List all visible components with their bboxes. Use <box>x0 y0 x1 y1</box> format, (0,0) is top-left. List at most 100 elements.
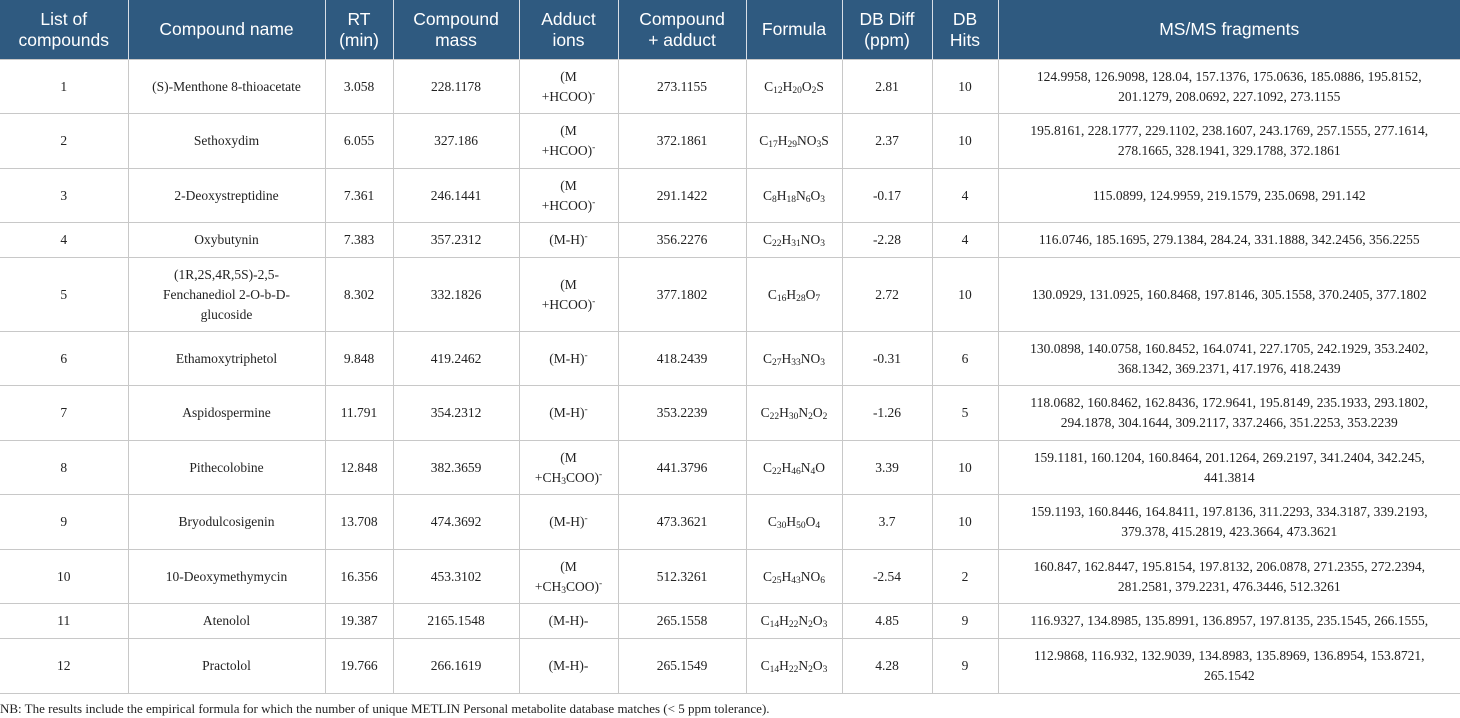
retention-time: 7.383 <box>324 222 394 258</box>
db-diff: -2.28 <box>841 222 933 258</box>
header-db-hits: DB Hits <box>932 0 999 60</box>
compound-plus-adduct: 418.2439 <box>617 331 747 386</box>
db-hits: 10 <box>931 440 999 495</box>
formula: C22H31NO3 <box>745 222 843 258</box>
formula-text: C16H28O7 <box>767 286 821 304</box>
compound-plus-adduct: 441.3796 <box>617 440 747 495</box>
table-row: 8 Pithecolobine 12.848 382.3659 (M +CH3COO)- 4… <box>0 440 1460 495</box>
adduct-ion: (M-H)- <box>518 603 619 639</box>
msms-fragments: 115.0899, 124.9959, 219.1579, 235.0698, … <box>997 168 1460 223</box>
compound-mass: 327.186 <box>392 113 520 169</box>
table-row: 11 Atenolol 19.387 2165.1548 (M-H)- 265.1558 C… <box>0 603 1460 639</box>
table-row: 1 (S)-Menthone 8-thioacetate 3.058 228.1178… <box>0 59 1460 114</box>
compound-number: 11 <box>0 603 129 639</box>
db-diff: 2.37 <box>841 113 933 169</box>
db-diff: 3.7 <box>841 494 933 550</box>
db-hits: 9 <box>931 603 999 639</box>
header-msms-fragments: MS/MS fragments <box>998 0 1460 60</box>
compounds-table: List of compounds Compound name RT (min) C… <box>0 0 1460 694</box>
header-compound-plus-adduct: Compound + adduct <box>618 0 747 60</box>
msms-fragments: 130.0929, 131.0925, 160.8468, 197.8146, … <box>997 257 1460 332</box>
db-diff: 3.39 <box>841 440 933 495</box>
compound-name: 2-Deoxystreptidine <box>127 168 326 223</box>
msms-fragments: 195.8161, 228.1777, 229.1102, 238.1607, … <box>997 113 1460 169</box>
adduct-ion: (M +HCOO)- <box>518 168 619 223</box>
db-hits: 4 <box>931 168 999 223</box>
db-hits: 4 <box>931 222 999 258</box>
formula: C8H18N6O3 <box>745 168 843 223</box>
msms-fragments: 116.0746, 185.1695, 279.1384, 284.24, 33… <box>997 222 1460 258</box>
adduct-ion: (M-H)- <box>518 385 619 441</box>
compound-number: 12 <box>0 638 129 694</box>
msms-fragments: 118.0682, 160.8462, 162.8436, 172.9641, … <box>997 385 1460 441</box>
compound-mass: 2165.1548 <box>392 603 520 639</box>
compound-mass: 382.3659 <box>392 440 520 495</box>
formula-text: C27H33NO3 <box>762 350 825 368</box>
compound-mass: 354.2312 <box>392 385 520 441</box>
compound-number: 6 <box>0 331 129 386</box>
formula: C22H46N4O <box>745 440 843 495</box>
compound-name: Bryodulcosigenin <box>127 494 326 550</box>
table-row: 9 Bryodulcosigenin 13.708 474.3692 (M-H)- 473… <box>0 494 1460 550</box>
db-diff: 2.81 <box>841 59 933 114</box>
adduct-ion: (M +HCOO)- <box>518 113 619 169</box>
msms-fragments: 130.0898, 140.0758, 160.8452, 164.0741, … <box>997 331 1460 386</box>
compound-plus-adduct: 372.1861 <box>617 113 747 169</box>
header-compound-name: Compound name <box>128 0 326 60</box>
msms-fragments: 124.9958, 126.9098, 128.04, 157.1376, 17… <box>997 59 1460 114</box>
compound-number: 2 <box>0 113 129 169</box>
footnote: NB: The results include the empirical fo… <box>0 701 770 716</box>
adduct-ion: (M-H)- <box>518 638 619 694</box>
compound-plus-adduct: 265.1558 <box>617 603 747 639</box>
header-rt: RT (min) <box>325 0 394 60</box>
compound-number: 4 <box>0 222 129 258</box>
compound-plus-adduct: 356.2276 <box>617 222 747 258</box>
adduct-ion: (M +HCOO)- <box>518 59 619 114</box>
retention-time: 6.055 <box>324 113 394 169</box>
compound-plus-adduct: 291.1422 <box>617 168 747 223</box>
adduct-ion: (M +CH3COO)- <box>518 549 619 604</box>
formula-text: C12H20O2S <box>764 78 824 96</box>
compound-name: (1R,2S,4R,5S)-2,5- Fenchanediol 2-O-b-D-g… <box>127 257 326 332</box>
db-diff: -0.31 <box>841 331 933 386</box>
compound-plus-adduct: 473.3621 <box>617 494 747 550</box>
compound-name: Atenolol <box>127 603 326 639</box>
compound-name: 10-Deoxymethymycin <box>127 549 326 604</box>
formula: C22H30N2O2 <box>745 385 843 441</box>
db-hits: 2 <box>931 549 999 604</box>
header-row: List of compounds Compound name RT (min) C… <box>0 0 1460 60</box>
msms-fragments: 159.1193, 160.8446, 164.8411, 197.8136, … <box>997 494 1460 550</box>
header-compound-mass: Compound mass <box>393 0 520 60</box>
retention-time: 8.302 <box>324 257 394 332</box>
table-row: 5 (1R,2S,4R,5S)-2,5- Fenchanediol 2-O-b-D-… <box>0 257 1460 332</box>
db-hits: 5 <box>931 385 999 441</box>
compound-number: 9 <box>0 494 129 550</box>
compound-mass: 332.1826 <box>392 257 520 332</box>
compound-name: Aspidospermine <box>127 385 326 441</box>
formula-text: C25H43NO6 <box>762 568 825 586</box>
formula: C27H33NO3 <box>745 331 843 386</box>
formula-text: C22H31NO3 <box>762 232 825 249</box>
msms-fragments: 116.9327, 134.8985, 135.8991, 136.8957, … <box>997 603 1460 639</box>
formula: C16H28O7 <box>745 257 843 332</box>
adduct-ion: (M-H)- <box>518 222 619 258</box>
compound-mass: 453.3102 <box>392 549 520 604</box>
table-row: 7 Aspidospermine 11.791 354.2312 (M-H)- 353.2… <box>0 385 1460 441</box>
compound-plus-adduct: 353.2239 <box>617 385 747 441</box>
adduct-ion: (M-H)- <box>518 331 619 386</box>
compound-mass: 266.1619 <box>392 638 520 694</box>
msms-fragments: 159.1181, 160.1204, 160.8464, 201.1264, … <box>997 440 1460 495</box>
compound-name: Practolol <box>127 638 326 694</box>
compound-plus-adduct: 265.1549 <box>617 638 747 694</box>
msms-fragments: 160.847, 162.8447, 195.8154, 197.8132, 2… <box>997 549 1460 604</box>
formula: C30H50O4 <box>745 494 843 550</box>
db-hits: 10 <box>931 59 999 114</box>
adduct-ion: (M-H)- <box>518 494 619 550</box>
adduct-ion: (M +HCOO)- <box>518 257 619 332</box>
formula: C14H22N2O3 <box>745 638 843 694</box>
db-diff: 4.85 <box>841 603 933 639</box>
formula-text: C17H29NO3S <box>759 133 829 150</box>
retention-time: 12.848 <box>324 440 394 495</box>
compound-name: Pithecolobine <box>127 440 326 495</box>
table-row: 4 Oxybutynin 7.383 357.2312 (M-H)- 356.2276 C2… <box>0 222 1460 258</box>
